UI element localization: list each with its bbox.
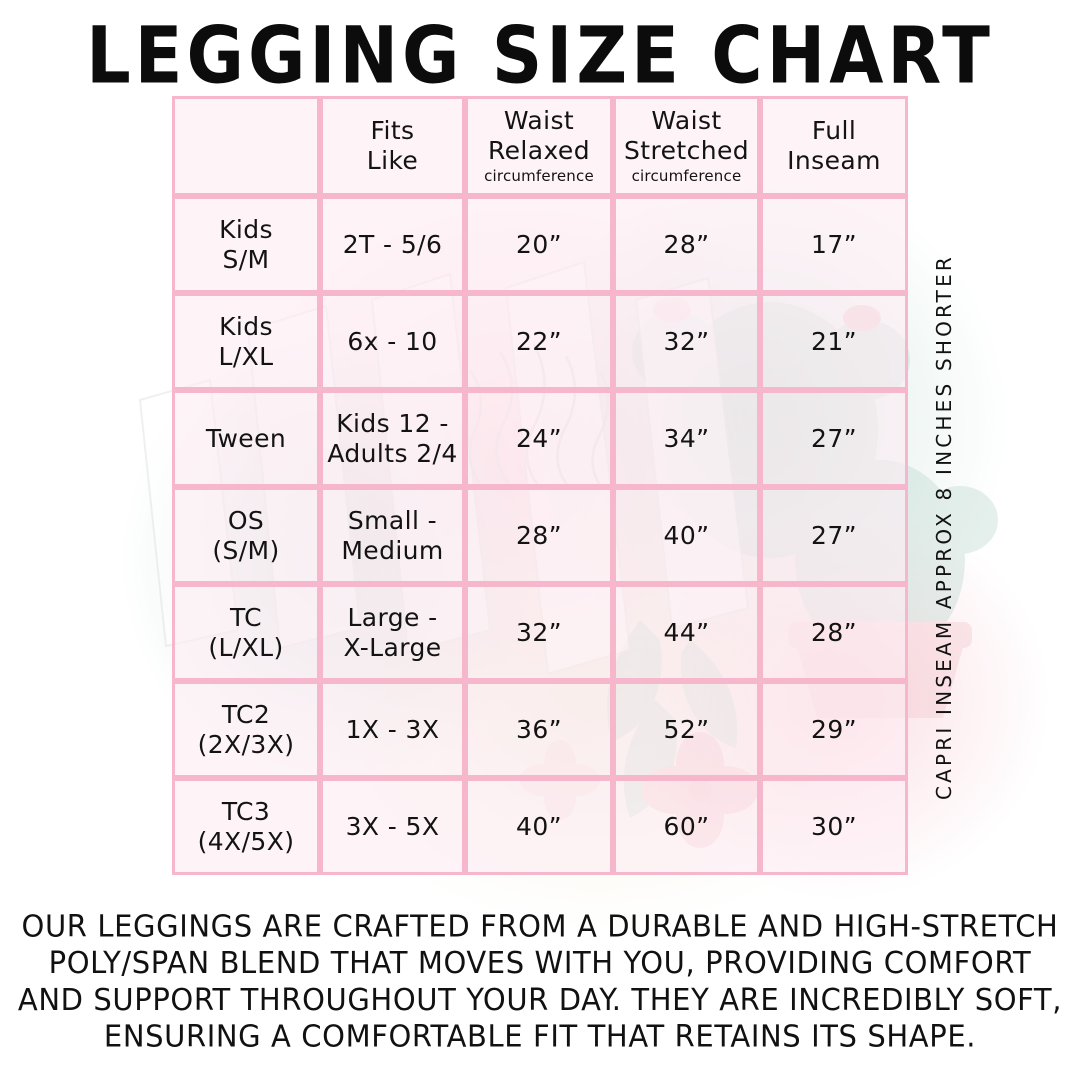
- description-line-2: POLY/SPAN BLEND THAT MOVES WITH YOU, PRO…: [48, 944, 1032, 981]
- fits-line-1: 2T - 5/6: [342, 229, 443, 259]
- fits-line-1: Kids 12 -: [336, 408, 449, 438]
- fits-line-1: 1X - 3X: [345, 714, 440, 744]
- size-chart-table: Fits Like Waist Relaxed circumference Wa…: [172, 96, 908, 875]
- column-header-full-inseam: Full Inseam: [760, 96, 908, 196]
- cell-fits-like: Small - Medium: [320, 487, 465, 584]
- cell-full-inseam: 17”: [760, 196, 908, 293]
- cell-fits-like: 1X - 3X: [320, 681, 465, 778]
- cell-waist-stretched: 34”: [613, 390, 760, 487]
- header-line-2: Relaxed: [488, 136, 590, 165]
- header-subtitle: circumference: [484, 167, 594, 185]
- size-line-2: (S/M): [212, 535, 280, 565]
- cell-waist-stretched: 44”: [613, 584, 760, 681]
- table-row: Kids S/M 2T - 5/6 20” 28” 17”: [172, 196, 908, 293]
- header-line-2: Like: [366, 146, 419, 175]
- size-line-1: OS: [227, 505, 265, 535]
- column-header-waist-relaxed: Waist Relaxed circumference: [465, 96, 613, 196]
- table-row: TC3 (4X/5X) 3X - 5X 40” 60” 30”: [172, 778, 908, 875]
- size-line-2: L/XL: [218, 341, 274, 371]
- fits-line-1: Small -: [347, 505, 438, 535]
- size-line-1: Kids: [219, 214, 273, 244]
- cell-full-inseam: 21”: [760, 293, 908, 390]
- fabric-description: OUR LEGGINGS ARE CRAFTED FROM A DURABLE …: [0, 908, 1080, 1055]
- cell-waist-relaxed: 24”: [465, 390, 613, 487]
- header-line-1: Full: [811, 116, 857, 145]
- size-line-1: TC: [229, 602, 263, 632]
- cell-full-inseam: 27”: [760, 487, 908, 584]
- table-row: TC (L/XL) Large - X-Large 32” 44” 28”: [172, 584, 908, 681]
- cell-waist-stretched: 40”: [613, 487, 760, 584]
- page-title: LEGGING SIZE CHART: [86, 9, 994, 102]
- fits-line-2: Adults 2/4: [327, 438, 458, 468]
- cell-waist-stretched: 32”: [613, 293, 760, 390]
- size-line-2: (2X/3X): [197, 729, 295, 759]
- size-line-1: Tween: [205, 423, 287, 453]
- size-line-2: (4X/5X): [197, 826, 295, 856]
- cell-full-inseam: 29”: [760, 681, 908, 778]
- column-header-fits-like: Fits Like: [320, 96, 465, 196]
- size-line-2: S/M: [222, 244, 270, 274]
- header-line-2: Inseam: [787, 146, 881, 175]
- cell-fits-like: 2T - 5/6: [320, 196, 465, 293]
- cell-waist-relaxed: 20”: [465, 196, 613, 293]
- table-row: Tween Kids 12 - Adults 2/4 24” 34” 27”: [172, 390, 908, 487]
- cell-waist-relaxed: 40”: [465, 778, 613, 875]
- table-row: OS (S/M) Small - Medium 28” 40” 27”: [172, 487, 908, 584]
- row-size-label: TC (L/XL): [172, 584, 320, 681]
- description-line-3: AND SUPPORT THROUGHOUT YOUR DAY. THEY AR…: [17, 981, 1063, 1018]
- cell-waist-relaxed: 28”: [465, 487, 613, 584]
- header-line-1: Waist: [651, 106, 722, 135]
- cell-waist-relaxed: 22”: [465, 293, 613, 390]
- row-size-label: Kids L/XL: [172, 293, 320, 390]
- header-line-1: Fits: [370, 116, 415, 145]
- header-line-2: Stretched: [623, 136, 750, 165]
- cell-fits-like: Kids 12 - Adults 2/4: [320, 390, 465, 487]
- header-subtitle: circumference: [631, 167, 742, 185]
- capri-inseam-note: CAPRI INSEAM APPROX 8 INCHES SHORTER: [932, 253, 956, 801]
- cell-fits-like: Large - X-Large: [320, 584, 465, 681]
- fits-line-1: 6x - 10: [347, 326, 438, 356]
- row-size-label: Kids S/M: [172, 196, 320, 293]
- row-size-label: OS (S/M): [172, 487, 320, 584]
- fits-line-1: Large -: [347, 602, 438, 632]
- table-row: Kids L/XL 6x - 10 22” 32” 21”: [172, 293, 908, 390]
- description-line-1: OUR LEGGINGS ARE CRAFTED FROM A DURABLE …: [21, 908, 1059, 944]
- fits-line-2: Medium: [341, 535, 444, 565]
- size-line-1: TC3: [221, 796, 271, 826]
- description-line-4: ENSURING A COMFORTABLE FIT THAT RETAINS …: [103, 1018, 977, 1054]
- fits-line-1: 3X - 5X: [345, 811, 440, 841]
- row-size-label: TC3 (4X/5X): [172, 778, 320, 875]
- size-line-1: TC2: [221, 699, 271, 729]
- cell-waist-relaxed: 32”: [465, 584, 613, 681]
- corner-spacer: [172, 96, 320, 196]
- table-header-row: Fits Like Waist Relaxed circumference Wa…: [172, 96, 908, 196]
- header-line-1: Waist: [503, 106, 575, 135]
- fits-line-2: X-Large: [343, 632, 442, 662]
- cell-waist-stretched: 60”: [613, 778, 760, 875]
- cell-waist-stretched: 28”: [613, 196, 760, 293]
- cell-full-inseam: 27”: [760, 390, 908, 487]
- size-line-1: Kids: [219, 311, 273, 341]
- table-row: TC2 (2X/3X) 1X - 3X 36” 52” 29”: [172, 681, 908, 778]
- cell-waist-relaxed: 36”: [465, 681, 613, 778]
- size-line-2: (L/XL): [208, 632, 284, 662]
- cell-full-inseam: 28”: [760, 584, 908, 681]
- cell-waist-stretched: 52”: [613, 681, 760, 778]
- cell-full-inseam: 30”: [760, 778, 908, 875]
- cell-fits-like: 3X - 5X: [320, 778, 465, 875]
- column-header-waist-stretched: Waist Stretched circumference: [613, 96, 760, 196]
- cell-fits-like: 6x - 10: [320, 293, 465, 390]
- row-size-label: Tween: [172, 390, 320, 487]
- row-size-label: TC2 (2X/3X): [172, 681, 320, 778]
